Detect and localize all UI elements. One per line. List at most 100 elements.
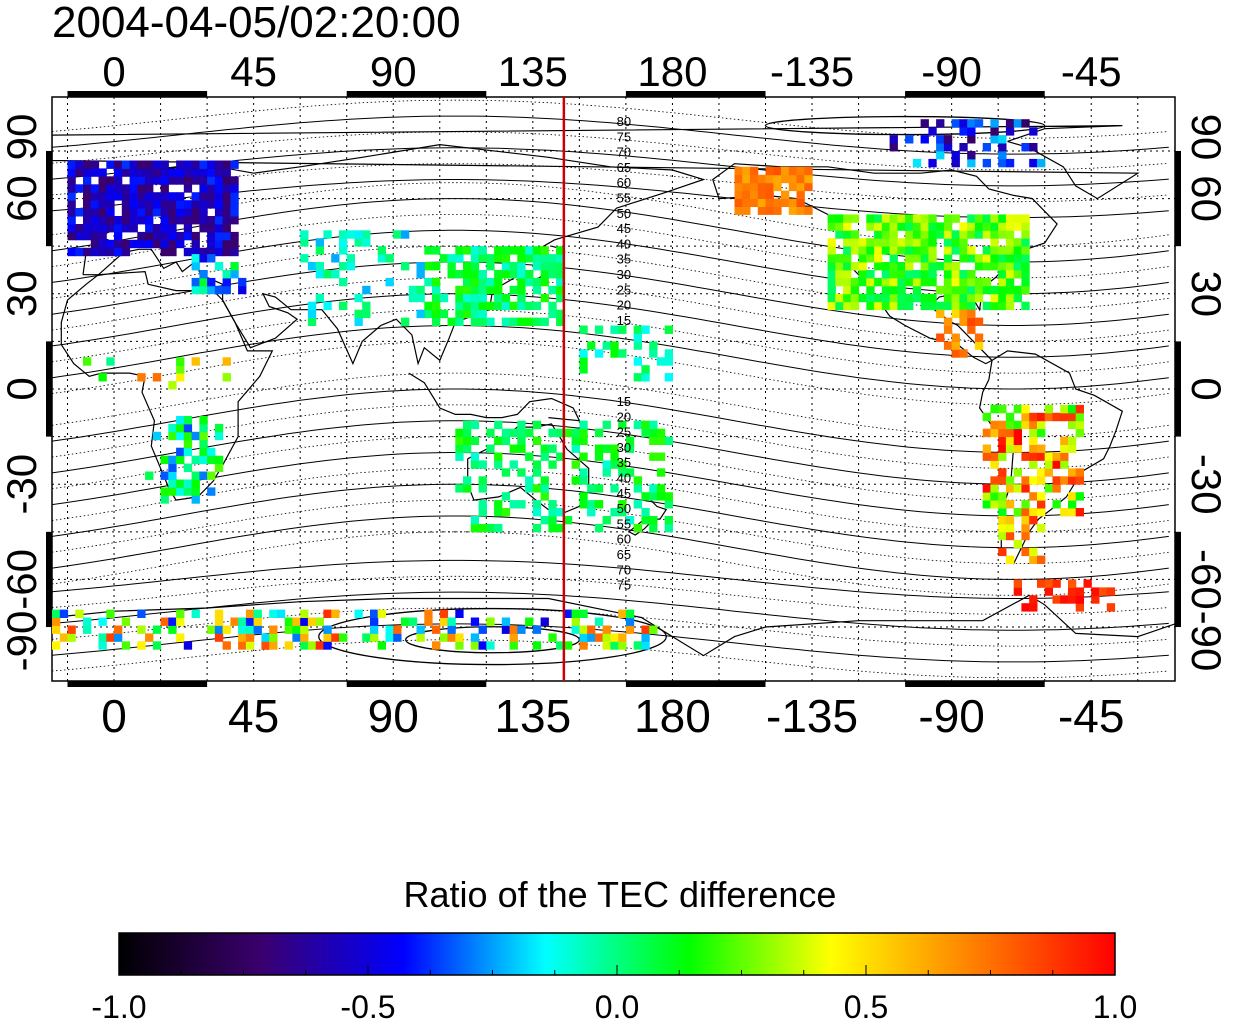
tec-patch — [641, 420, 650, 430]
tec-patch — [145, 208, 154, 217]
tec-patch — [1005, 420, 1015, 430]
colorbar-label: -0.5 — [340, 989, 395, 1024]
tec-patch — [998, 158, 1007, 168]
tec-patch — [517, 420, 526, 430]
bottom-lon-label: -45 — [1058, 690, 1124, 742]
tec-patch — [788, 174, 798, 184]
tec-patch — [106, 160, 115, 169]
right-lat-label: -30 — [1183, 454, 1230, 515]
tec-patch — [982, 246, 991, 255]
tec-patch — [556, 254, 565, 263]
tec-patch — [315, 617, 324, 626]
tec-patch — [579, 609, 588, 618]
tec-patch — [137, 208, 146, 217]
tec-patch — [207, 247, 216, 257]
tec-patch — [106, 216, 115, 225]
tec-patch — [618, 633, 627, 642]
tec-patch — [641, 428, 650, 438]
tec-patch — [222, 208, 231, 217]
tec-patch — [424, 309, 433, 319]
tec-patch — [385, 277, 394, 287]
tec-patch — [517, 277, 526, 287]
tec-patch — [509, 444, 518, 453]
tec-patch — [1052, 595, 1061, 604]
tec-patch — [121, 208, 131, 217]
tec-patch — [982, 444, 991, 453]
tec-patch — [90, 168, 100, 177]
tec-patch — [587, 341, 596, 350]
tec-patch — [1037, 468, 1046, 477]
tec-patch — [191, 192, 200, 201]
tec-patch — [649, 341, 658, 350]
tec-patch — [315, 270, 324, 279]
tec-patch — [773, 174, 782, 184]
tec-patch — [556, 641, 565, 650]
tec-patch — [548, 444, 557, 453]
tec-patch — [207, 192, 216, 201]
tec-patch — [990, 500, 999, 509]
tec-patch — [486, 641, 495, 650]
tec-patch — [905, 254, 914, 263]
tec-patch — [881, 238, 891, 247]
tec-patch — [478, 317, 487, 326]
tec-patch — [183, 447, 193, 457]
tec-patch — [874, 277, 883, 287]
tec-patch — [98, 200, 107, 209]
tec-patch — [494, 246, 503, 255]
tec-patch — [455, 270, 464, 279]
tec-patch — [377, 254, 386, 263]
tec-patch — [998, 254, 1007, 263]
tec-patch — [75, 208, 84, 217]
tec-patch — [990, 404, 999, 414]
tec-patch — [183, 431, 193, 441]
tec-patch — [556, 452, 565, 461]
tec-patch — [1083, 579, 1092, 588]
tec-patch — [370, 609, 379, 618]
tec-patch — [98, 192, 107, 201]
tec-patch — [649, 420, 658, 430]
tec-patch — [478, 246, 487, 255]
tec-patch — [943, 325, 953, 334]
tec-patch — [214, 208, 224, 217]
tec-patch — [1060, 595, 1069, 604]
tec-patch — [432, 641, 441, 650]
tec-patch — [486, 317, 495, 326]
tec-patch — [222, 625, 231, 634]
tec-patch — [579, 641, 588, 650]
tec-patch — [307, 262, 317, 271]
tec-patch — [478, 641, 487, 650]
tec-patch — [1013, 262, 1022, 271]
tec-patch — [656, 492, 666, 501]
tec-patch — [641, 492, 650, 501]
tec-patch — [1029, 420, 1038, 430]
tec-patch — [1021, 214, 1030, 223]
tec-patch — [245, 625, 255, 634]
tec-patch — [602, 641, 611, 650]
tec-patch — [843, 246, 852, 255]
tec-patch — [998, 135, 1007, 144]
tec-patch — [245, 609, 255, 618]
contour-line — [52, 147, 1169, 187]
tec-patch — [532, 460, 542, 469]
tec-patch — [1005, 277, 1015, 287]
right-axis-bar — [1175, 341, 1181, 437]
tec-patch — [998, 222, 1007, 231]
tec-patch — [470, 277, 480, 287]
tec-patch — [881, 293, 891, 303]
tec-patch — [129, 200, 138, 209]
tec-patch — [982, 214, 991, 223]
tec-patch — [1037, 523, 1046, 533]
tec-patch — [455, 436, 464, 445]
tec-patch — [509, 262, 518, 271]
tec-patch — [292, 617, 301, 626]
tec-patch — [982, 285, 991, 295]
tec-patch — [408, 617, 418, 626]
tec-patch — [742, 190, 751, 199]
tec-patch — [874, 214, 883, 223]
tec-patch — [176, 609, 185, 618]
contour-oval-inner — [405, 626, 581, 654]
tec-patch — [796, 174, 805, 184]
tec-patch — [447, 617, 456, 626]
tec-patch — [222, 270, 231, 279]
tec-patch — [83, 231, 92, 241]
